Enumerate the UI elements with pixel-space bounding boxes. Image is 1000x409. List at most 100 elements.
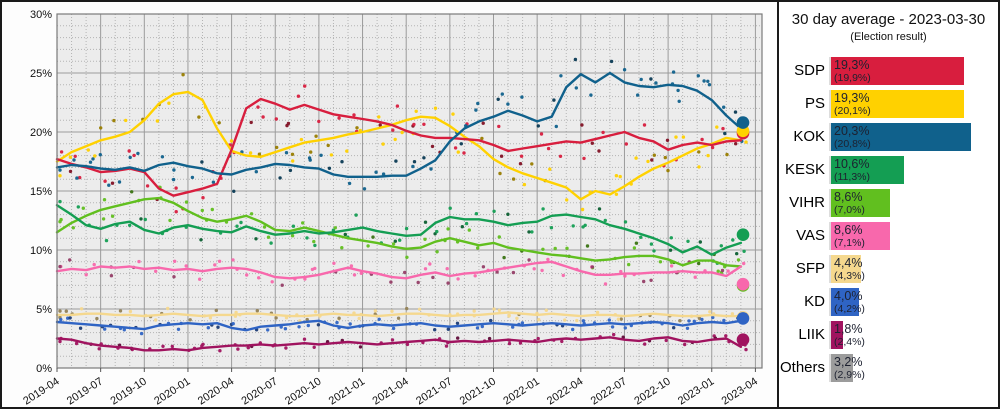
legend-bar-track: 1,8% (2,4%) [829, 321, 998, 349]
legend-bar-track: 8,6% (7,1%) [829, 222, 998, 250]
legend-average-value: 20,3% [834, 124, 870, 138]
poll-scatter-KOK [58, 57, 744, 193]
legend-election-value: (19,9%) [834, 71, 871, 84]
x-axis-label: 2021-04 [370, 375, 410, 407]
y-axis-label: 0% [36, 363, 52, 375]
legend-party-label: Others [779, 359, 825, 377]
legend-bar-track: 19,3% (20,1%) [829, 90, 998, 118]
legend-bar-text: 4,4% (4,3%) [834, 255, 865, 281]
legend-bar-KOK: 20,3% (20,8%) [831, 123, 972, 151]
poll-scatter-PS [58, 73, 748, 212]
legend-election-value: (2,9%) [834, 368, 865, 381]
legend-average-value: 19,3% [834, 58, 870, 72]
series-line-KOK [55, 71, 743, 178]
series-line-VAS [55, 260, 743, 280]
legend-election-value: (11,3%) [834, 170, 870, 183]
legend-election-value: (2,4%) [834, 335, 865, 348]
legend-title: 30 day average - 2023-03-30 [791, 11, 986, 28]
series-line-KD [55, 319, 743, 332]
legend-bar-text: 20,3% (20,8%) [834, 123, 871, 149]
legend-row-PS: PS 19,3% (20,1%) [779, 90, 998, 118]
legend-bar-SFP: 4,4% (4,3%) [831, 255, 865, 283]
legend-bar-text: 19,3% (20,1%) [834, 90, 871, 116]
y-axis-label: 15% [30, 186, 52, 198]
legend-bar-track: 20,3% (20,8%) [829, 123, 998, 151]
x-axis-label: 2022-10 [632, 375, 672, 407]
legend-party-label: VIHR [789, 194, 825, 212]
series-line-LIIK [55, 336, 743, 352]
legend-bar-track: 10,6% (11,3%) [829, 156, 998, 184]
series-line-VIHR [55, 196, 743, 268]
poll-chart: 0% 5% 10% 15% 20% 25% 30% 2019-04 2019-07 2019-10… [21, 9, 763, 407]
legend-election-value: (20,8%) [834, 137, 871, 150]
legend-panel: 30 day average - 2023-03-30 (Election re… [777, 2, 998, 407]
legend-bar-SDP: 19,3% (19,9%) [831, 57, 965, 85]
x-axis-label: 2021-01 [327, 375, 367, 407]
x-axis-label: 2022-04 [545, 375, 585, 407]
series-line-SFP [55, 311, 743, 318]
legend-bar-text: 19,3% (19,9%) [834, 57, 871, 83]
legend-election-value: (7,0%) [834, 203, 865, 216]
x-axis-label: 2019-07 [65, 375, 105, 407]
election-dot-LIIK [736, 333, 750, 347]
legend-rows: SDP 19,3% (19,9%) PS 19,3% (20,1%) KOK 20,3% (20… [779, 57, 998, 382]
legend-election-value: (4,3%) [834, 269, 865, 282]
legend-party-label: KOK [793, 128, 825, 146]
legend-bar-track: 4,4% (4,3%) [829, 255, 998, 283]
legend-party-label: KESK [784, 161, 825, 179]
y-axis-label: 30% [30, 9, 52, 21]
legend-bar-text: 1,8% (2,4%) [834, 321, 865, 347]
legend-party-label: SFP [795, 260, 825, 278]
legend-bar-track: 4,0% (4,2%) [829, 288, 998, 316]
legend-subtitle: (Election result) [850, 31, 927, 43]
legend-party-label: KD [804, 293, 825, 311]
y-axis-labels: 0% 5% 10% 15% 20% 25% 30% [30, 9, 52, 375]
legend-row-KESK: KESK 10,6% (11,3%) [779, 156, 998, 184]
legend-bar-track: 19,3% (19,9%) [829, 57, 998, 85]
legend-row-VAS: VAS 8,6% (7,1%) [779, 222, 998, 250]
poll-scatter-KESK [58, 199, 746, 265]
x-axis-label: 2020-01 [152, 375, 192, 407]
x-axis-label: 2020-10 [283, 375, 323, 407]
legend-election-value: (7,1%) [834, 236, 865, 249]
poll-scatter-KD [59, 314, 747, 336]
series-line-PS [55, 90, 743, 201]
y-axis-label: 10% [30, 245, 52, 257]
series-line-SDP [55, 97, 743, 197]
x-axis-label: 2021-10 [458, 375, 498, 407]
election-dot-KESK [736, 228, 750, 241]
y-axis-label: 5% [36, 304, 52, 316]
legend-row-LIIK: LIIK 1,8% (2,4%) [779, 321, 998, 349]
legend-bar-PS: 19,3% (20,1%) [831, 90, 965, 118]
legend-average-value: 19,3% [834, 91, 870, 105]
legend-average-value: 4,4% [834, 256, 863, 270]
legend-bar-KESK: 10,6% (11,3%) [831, 156, 905, 184]
legend-bar-text: 8,6% (7,1%) [834, 222, 865, 248]
poll-scatter-SDP [59, 84, 738, 214]
legend-bar-text: 3,2% (2,9%) [834, 354, 865, 380]
legend-bar-LIIK: 1,8% (2,4%) [831, 321, 865, 349]
election-dot-VAS [736, 277, 750, 291]
x-axis-label: 2020-04 [196, 375, 236, 407]
x-axis-labels: 2019-04 2019-07 2019-10 2020-01 2020-04 2020-… [21, 368, 760, 407]
legend-party-label: VAS [796, 227, 825, 245]
legend-bar-text: 10,6% (11,3%) [834, 156, 870, 182]
series-line-KESK [55, 204, 743, 256]
legend-party-label: PS [804, 95, 825, 113]
legend-party-label: SDP [794, 62, 825, 80]
legend-average-value: 8,6% [834, 190, 863, 204]
chart-panel: 0% 5% 10% 15% 20% 25% 30% 2019-04 2019-07 2019-10… [2, 2, 777, 407]
legend-row-Others: Others 3,2% (2,9%) [779, 354, 998, 382]
x-axis-label: 2022-01 [501, 375, 541, 407]
x-axis-label: 2020-07 [239, 375, 279, 407]
x-axis-label: 2019-10 [109, 375, 149, 407]
x-axis-label: 2022-07 [589, 375, 629, 407]
legend-bar-text: 4,0% (4,2%) [834, 288, 865, 314]
legend-election-value: (20,1%) [834, 104, 871, 117]
election-dot-KOK [736, 116, 750, 129]
election-dot-KD [736, 312, 750, 325]
legend-bar-VAS: 8,6% (7,1%) [831, 222, 891, 250]
legend-election-value: (4,2%) [834, 302, 865, 315]
x-axis-label: 2019-04 [21, 375, 61, 407]
